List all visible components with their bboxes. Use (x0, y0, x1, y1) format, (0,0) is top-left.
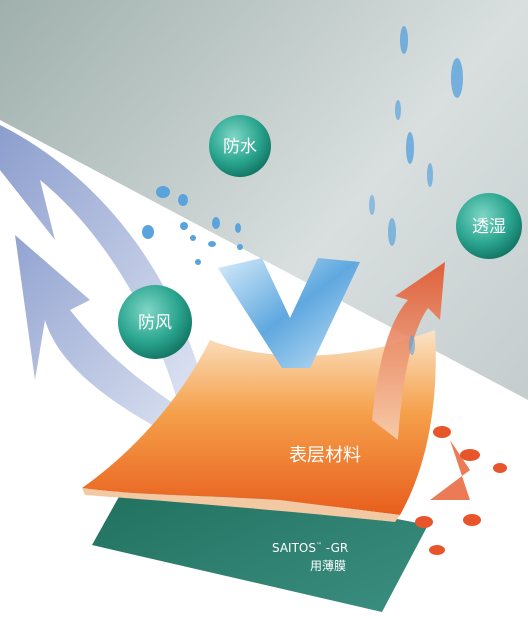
surface-label: 表层材料 (289, 445, 361, 466)
wind-arrow (15, 235, 215, 445)
v-shape (218, 258, 360, 368)
badge (456, 193, 522, 259)
membrane-layer (92, 468, 428, 612)
membrane-type: 用薄膜 (310, 558, 346, 573)
wind-arrow (0, 125, 205, 410)
membrane-label: SAITOS™ -GR (272, 541, 348, 555)
badge (118, 285, 192, 359)
badge-label: 透湿 (472, 217, 506, 237)
badge (209, 115, 271, 177)
surface-layer (82, 330, 436, 515)
badge-label: 防水 (223, 137, 257, 157)
membrane-suffix: -GR (322, 541, 348, 555)
membrane-tm: ™ (316, 542, 322, 549)
vapor-arrow (372, 262, 445, 440)
membrane-name: SAITOS (272, 541, 316, 555)
badge-label: 防风 (138, 313, 172, 333)
vapor-dots (415, 426, 507, 555)
water-drops (142, 26, 463, 355)
surface-edge (82, 488, 400, 522)
